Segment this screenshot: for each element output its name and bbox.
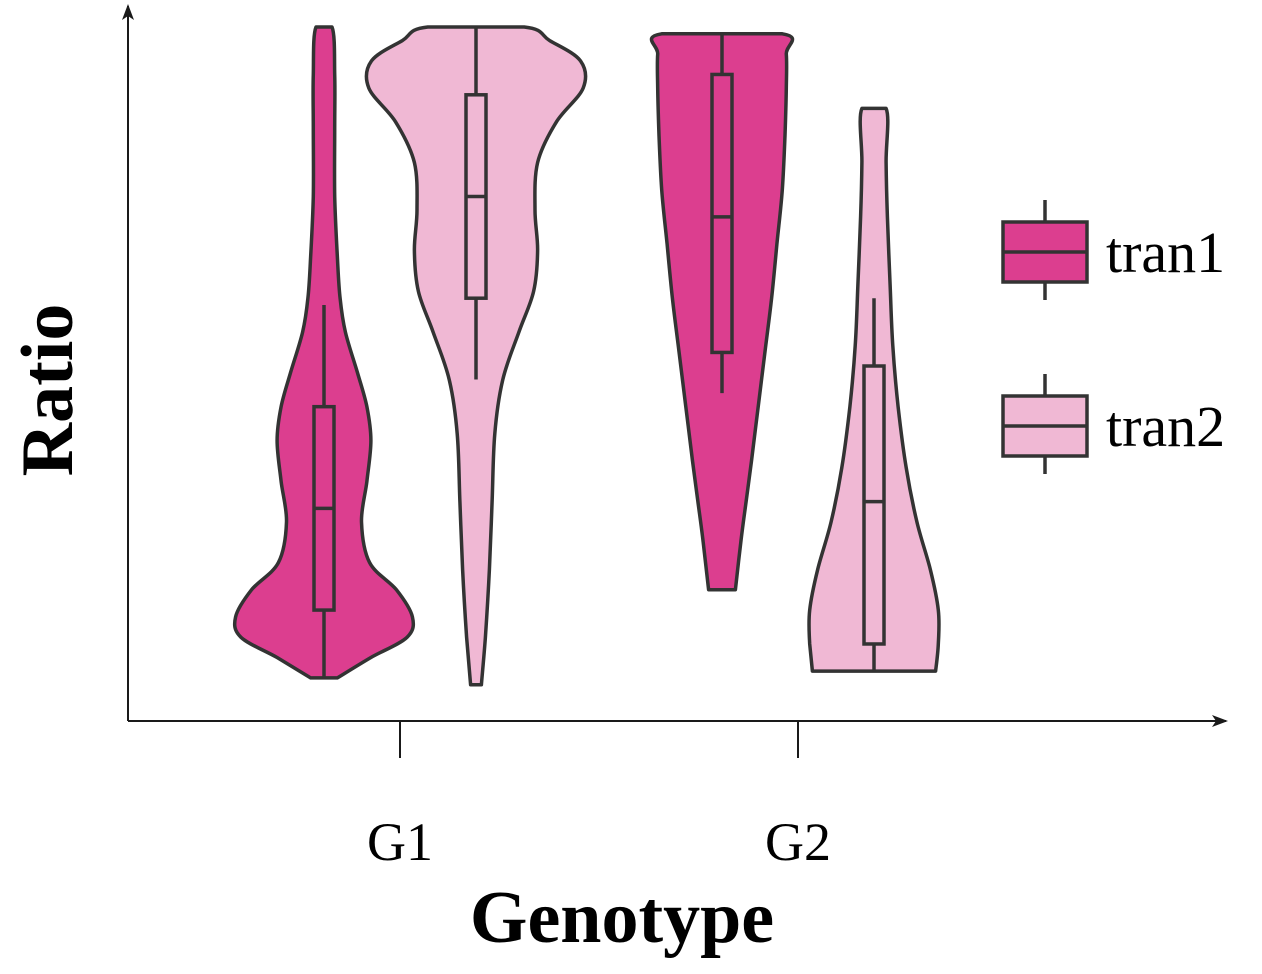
legend-label-tran1: tran1 bbox=[1106, 220, 1225, 285]
plot-area bbox=[232, 25, 941, 687]
x-axis-title: Genotype bbox=[470, 877, 774, 959]
y-axis-title: Ratio bbox=[7, 304, 89, 477]
x-tick-label-g1: G1 bbox=[367, 812, 433, 872]
legend-label-tran2: tran2 bbox=[1106, 394, 1225, 459]
box-tran1-g2 bbox=[710, 72, 734, 355]
legend: tran1 tran2 bbox=[1001, 200, 1225, 474]
x-ticks: G1 G2 bbox=[367, 721, 831, 872]
x-tick-label-g2: G2 bbox=[765, 812, 831, 872]
box-tran2-g2 bbox=[862, 364, 886, 646]
